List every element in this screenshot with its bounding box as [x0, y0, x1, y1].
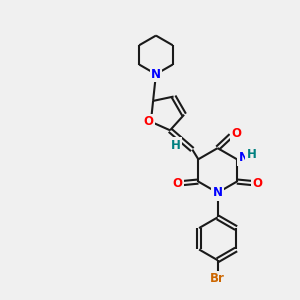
- Text: O: O: [231, 127, 241, 140]
- Text: Br: Br: [210, 272, 225, 285]
- Text: N: N: [151, 68, 161, 81]
- Text: H: H: [247, 148, 257, 161]
- Text: O: O: [253, 176, 263, 190]
- Text: N: N: [238, 151, 248, 164]
- Text: N: N: [213, 186, 223, 199]
- Text: O: O: [143, 115, 154, 128]
- Text: H: H: [171, 139, 181, 152]
- Text: O: O: [172, 176, 182, 190]
